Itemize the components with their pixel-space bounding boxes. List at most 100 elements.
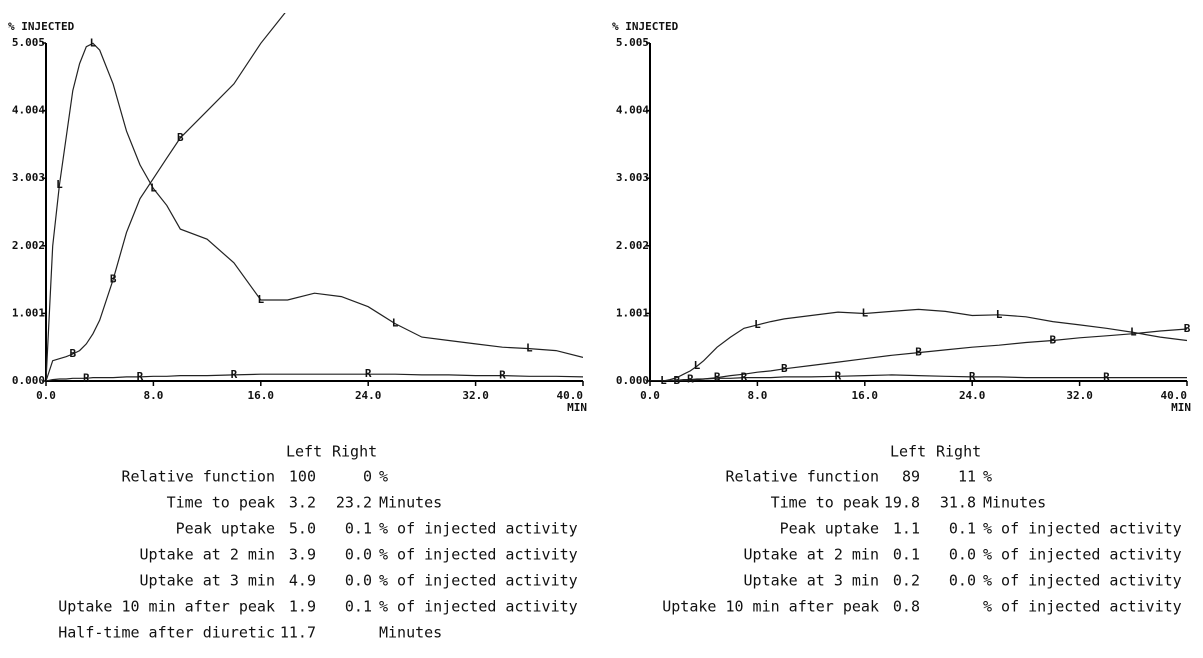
- right-value: 11: [958, 468, 976, 486]
- left-value: 3.9: [289, 546, 316, 564]
- series-marker-letter: L: [150, 182, 157, 195]
- row-label: Relative function: [121, 468, 275, 486]
- y-tick-label: 1.001: [12, 306, 45, 319]
- y-tick-label: 2.002: [616, 239, 649, 252]
- unit: Minutes: [379, 494, 442, 512]
- series-marker-letter: L: [257, 293, 264, 306]
- series-marker-letter: R: [687, 373, 694, 386]
- series-marker-letter: L: [392, 317, 399, 330]
- row-label: Time to peak: [167, 494, 275, 512]
- x-tick-label: 0.0: [640, 389, 660, 402]
- series-marker-letter: R: [1103, 371, 1110, 384]
- chart-panel: % INJECTED MIN 0.000 1.001 2.002 3.003 4.004 5.…: [612, 20, 1191, 414]
- x-tick-label: 40.0: [557, 389, 584, 402]
- y-tick-label: 0.000: [616, 374, 649, 387]
- row-label: Uptake at 3 min: [140, 572, 275, 590]
- left-value: 89: [902, 468, 920, 486]
- right-value: 31.8: [940, 494, 976, 512]
- left-value: 0.8: [893, 598, 920, 616]
- series-marker-letter: R: [365, 367, 372, 380]
- right-value: 0.1: [949, 520, 976, 538]
- series-line: [650, 374, 1187, 381]
- column-header: Right: [936, 443, 981, 461]
- series-marker-letter: R: [231, 368, 238, 381]
- y-tick-label: 3.003: [616, 171, 649, 184]
- series-line: [46, 42, 583, 381]
- y-tick-label: 0.000: [12, 374, 45, 387]
- row-label: Relative function: [725, 468, 879, 486]
- y-tick-label: 4.004: [12, 104, 45, 117]
- x-axis-label: MIN: [567, 401, 587, 414]
- series-marker-letter: R: [83, 371, 90, 384]
- left-value: 5.0: [289, 520, 316, 538]
- y-tick-label: 1.001: [616, 306, 649, 319]
- chart-panel: % INJECTED MIN 0.000 1.001 2.002 3.003 4.004 5.…: [8, 13, 587, 414]
- column-header: Right: [332, 443, 377, 461]
- series-marker-letter: R: [969, 370, 976, 383]
- series-marker-letter: B: [70, 347, 77, 360]
- x-tick-label: 32.0: [462, 389, 489, 402]
- y-tick-label: 2.002: [12, 239, 45, 252]
- left-value: 0.2: [893, 572, 920, 590]
- series-marker-letter: L: [861, 306, 868, 319]
- right-value: 0.0: [345, 572, 372, 590]
- unit: % of injected activity: [983, 598, 1182, 616]
- x-tick-label: 32.0: [1066, 389, 1093, 402]
- row-label: Peak uptake: [176, 520, 275, 538]
- unit: Minutes: [379, 624, 442, 642]
- unit: Minutes: [983, 494, 1046, 512]
- row-label: Uptake at 3 min: [744, 572, 879, 590]
- series-marker-letter: L: [754, 318, 761, 331]
- left-value: 3.2: [289, 494, 316, 512]
- series-line: [46, 13, 286, 381]
- unit: % of injected activity: [379, 598, 578, 616]
- series-marker-letter: B: [177, 131, 184, 144]
- left-value: 11.7: [280, 624, 316, 642]
- unit: % of injected activity: [379, 572, 578, 590]
- right-value: 0.0: [949, 572, 976, 590]
- left-value: 100: [289, 468, 316, 486]
- series-marker-letter: B: [714, 371, 721, 384]
- unit: % of injected activity: [379, 520, 578, 538]
- right-value: 0.0: [949, 546, 976, 564]
- series-marker-letter: L: [1130, 325, 1137, 338]
- column-header: Left: [286, 443, 322, 461]
- unit: % of injected activity: [379, 546, 578, 564]
- right-value: 0.1: [345, 598, 372, 616]
- y-tick-label: 5.005: [12, 36, 45, 49]
- left-value: 0.1: [893, 546, 920, 564]
- unit: %: [983, 468, 992, 486]
- y-tick-label: 4.004: [616, 104, 649, 117]
- unit: % of injected activity: [983, 572, 1182, 590]
- series-marker-letter: L: [90, 36, 97, 49]
- row-label: Uptake 10 min after peak: [662, 598, 879, 616]
- series-line: [650, 308, 1187, 381]
- x-tick-label: 0.0: [36, 389, 56, 402]
- x-tick-label: 16.0: [852, 389, 879, 402]
- row-label: Half-time after diuretic: [58, 624, 275, 642]
- left-value: 19.8: [884, 494, 920, 512]
- left-value: 4.9: [289, 572, 316, 590]
- x-tick-label: 8.0: [747, 389, 767, 402]
- row-label: Uptake at 2 min: [744, 546, 879, 564]
- series-marker-letter: L: [996, 308, 1003, 321]
- series-marker-letter: R: [835, 369, 842, 382]
- x-axis-label: MIN: [1171, 401, 1191, 414]
- series-marker-letter: B: [1049, 333, 1056, 346]
- series-line: [46, 373, 583, 381]
- right-value: 0.1: [345, 520, 372, 538]
- y-tick-label: 5.005: [616, 36, 649, 49]
- series-marker-letter: B: [110, 273, 117, 286]
- x-tick-label: 24.0: [355, 389, 382, 402]
- results-table: Left Right Relative function 89 11 % Time to p…: [662, 443, 1181, 616]
- series-marker-letter: B: [781, 362, 788, 375]
- results-table: Left Right Relative function 100 0 % Time to p…: [58, 443, 577, 642]
- y-axis-label: % INJECTED: [8, 20, 75, 33]
- series-marker-letter: L: [526, 342, 533, 355]
- y-tick-label: 3.003: [12, 171, 45, 184]
- series-marker-letter: L: [694, 359, 701, 372]
- y-axis-label: % INJECTED: [612, 20, 679, 33]
- right-value: 23.2: [336, 494, 372, 512]
- unit: % of injected activity: [983, 546, 1182, 564]
